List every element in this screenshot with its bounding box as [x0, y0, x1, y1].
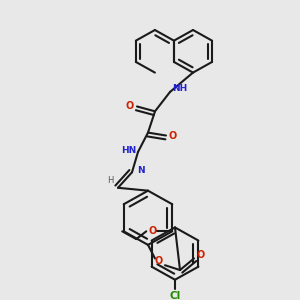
Text: H: H [107, 176, 113, 184]
Text: N: N [137, 166, 145, 175]
Text: O: O [155, 256, 163, 266]
Text: O: O [169, 130, 177, 140]
Text: HN: HN [122, 146, 136, 154]
Text: Cl: Cl [169, 291, 181, 300]
Text: O: O [126, 100, 134, 110]
Text: O: O [148, 226, 156, 236]
Text: O: O [197, 250, 205, 260]
Text: NH: NH [172, 84, 188, 93]
